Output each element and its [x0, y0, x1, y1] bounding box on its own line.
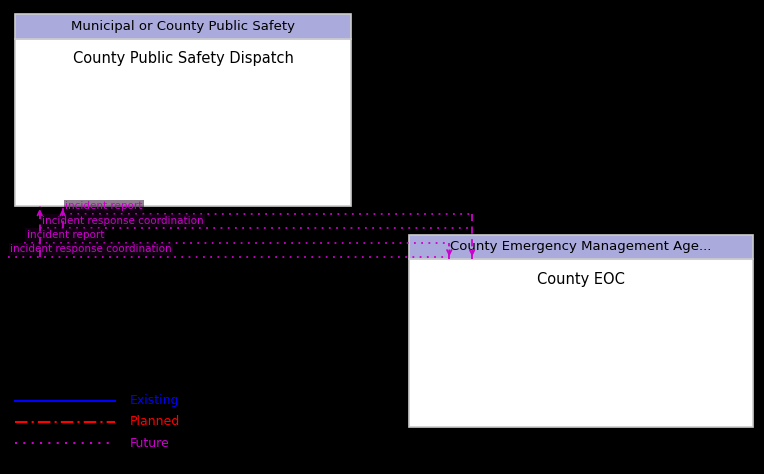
Text: incident report: incident report	[65, 201, 142, 211]
Text: County EOC: County EOC	[536, 272, 625, 287]
Text: incident report: incident report	[27, 230, 104, 240]
Text: Municipal or County Public Safety: Municipal or County Public Safety	[71, 20, 296, 33]
Text: incident response coordination: incident response coordination	[10, 244, 172, 254]
Text: Planned: Planned	[130, 415, 180, 428]
Text: County Emergency Management Age...: County Emergency Management Age...	[450, 240, 711, 254]
Text: Existing: Existing	[130, 394, 180, 407]
Text: Future: Future	[130, 437, 170, 450]
Bar	[409, 235, 753, 259]
Bar	[409, 259, 753, 427]
Text: County Public Safety Dispatch: County Public Safety Dispatch	[73, 52, 294, 66]
Bar	[15, 14, 351, 39]
Bar	[15, 39, 351, 206]
Text: incident response coordination: incident response coordination	[42, 216, 204, 226]
